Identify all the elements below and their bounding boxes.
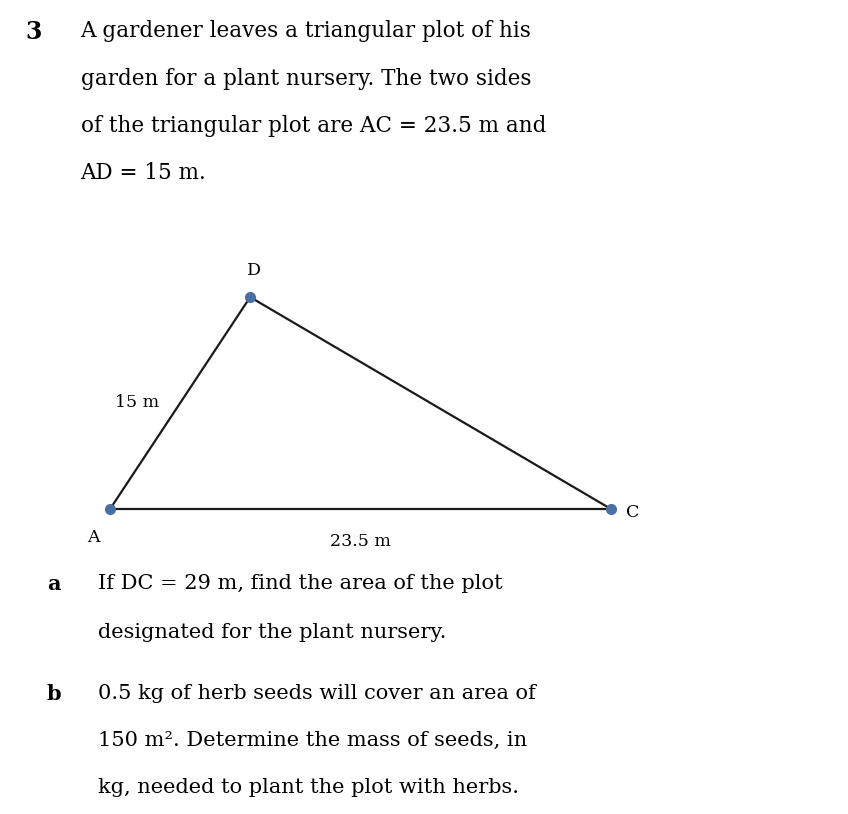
Text: a: a [47, 574, 60, 594]
Text: A gardener leaves a triangular plot of his: A gardener leaves a triangular plot of h… [81, 20, 532, 42]
Text: designated for the plant nursery.: designated for the plant nursery. [98, 623, 446, 641]
Text: b: b [47, 684, 61, 704]
Text: 150 m². Determine the mass of seeds, in: 150 m². Determine the mass of seeds, in [98, 731, 527, 750]
Text: kg, needed to plant the plot with herbs.: kg, needed to plant the plot with herbs. [98, 778, 518, 797]
Text: D: D [248, 262, 261, 279]
Text: 3: 3 [25, 20, 42, 44]
Text: 15 m: 15 m [114, 395, 159, 411]
Text: A: A [87, 529, 100, 546]
Text: If DC = 29 m, find the area of the plot: If DC = 29 m, find the area of the plot [98, 574, 502, 593]
Text: garden for a plant nursery. The two sides: garden for a plant nursery. The two side… [81, 68, 531, 90]
Text: 0.5 kg of herb seeds will cover an area of: 0.5 kg of herb seeds will cover an area … [98, 684, 535, 702]
Text: 23.5 m: 23.5 m [330, 533, 391, 550]
Text: AD = 15 m.: AD = 15 m. [81, 162, 206, 184]
Text: of the triangular plot are AC = 23.5 m and: of the triangular plot are AC = 23.5 m a… [81, 115, 546, 137]
Text: C: C [626, 505, 639, 521]
